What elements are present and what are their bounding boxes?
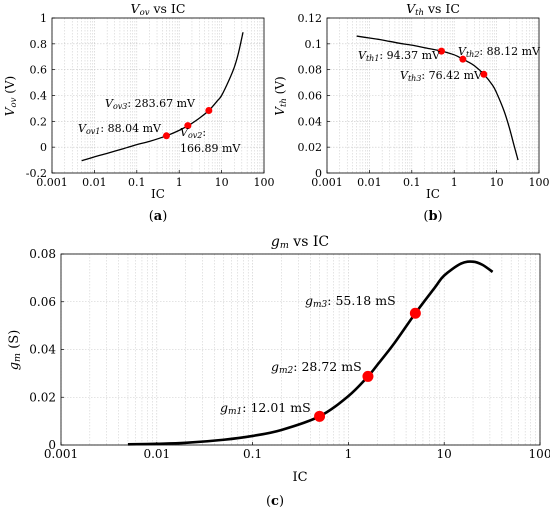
- ticks-b: 0.001 0.01 0.1 1 10 100 0 0.02 0.04 0.06 0.08 0.1 0.…: [298, 12, 550, 189]
- y-tick-label-c: 0.02: [29, 390, 56, 404]
- curve-c: [127, 260, 494, 446]
- subcaption-b: (b): [423, 209, 442, 224]
- x-tick-label-b: 100: [529, 176, 550, 189]
- y-tick-label-c: 0: [48, 438, 56, 452]
- panel-b: 0.001 0.01 0.1 1 10 100 0 0.02 0.04 0.06 0.08 0.1 0.…: [273, 1, 550, 224]
- marker-label-a1: Vov1: 88.04 mV: [78, 122, 162, 136]
- data-point-c2: [362, 370, 374, 382]
- panel-a: 0.001 0.01 0.1 1 10 100 -0.2 0 0.2 0.4 0.6 0.8 1 Vov…: [3, 1, 275, 224]
- y-tick-label-a: 0.2: [30, 115, 48, 128]
- ticks-c: 0.001 0.01 0.1 1 10 100 0 0.02 0.04 0.06 0.08: [29, 247, 550, 461]
- x-tick-label-c: 100: [529, 447, 550, 461]
- subcaption-a: (a): [149, 209, 168, 224]
- marker-label-c2: gm2: 28.72 mS: [271, 359, 362, 376]
- data-point-c1: [314, 410, 326, 422]
- data-point-a2: [184, 122, 192, 130]
- x-tick-label-b: 10: [490, 176, 504, 189]
- x-tick-label-a: 1: [176, 176, 183, 189]
- ticks-a: 0.001 0.01 0.1 1 10 100 -0.2 0 0.2 0.4 0.6 0.8 1: [26, 12, 275, 189]
- x-tick-label-a: 0.1: [128, 176, 146, 189]
- marker-label-a3: Vov3: 283.67 mV: [105, 97, 196, 111]
- data-point-a1: [162, 132, 170, 140]
- data-point-b2: [459, 55, 467, 63]
- axes-frame-c: [60, 253, 541, 446]
- y-tick-label-b: 0.1: [305, 38, 323, 51]
- title-a: Vov vs IC: [131, 1, 186, 18]
- marker-label-a2-value: 166.89 mV: [180, 142, 241, 155]
- y-tick-label-a: -0.2: [26, 167, 47, 180]
- x-tick-label-c: 0.01: [143, 447, 170, 461]
- x-tick-label-a: 0.001: [36, 176, 68, 189]
- marker-label-b1: Vth1: 94.37 mV: [358, 49, 441, 63]
- data-point-b3: [480, 70, 488, 78]
- title-b: Vth vs IC: [406, 1, 460, 18]
- y-tick-label-a: 0.4: [30, 90, 48, 103]
- y-tick-label-a: 0.8: [30, 38, 48, 51]
- x-tick-label-c: 1: [345, 447, 353, 461]
- markers-b: [437, 47, 488, 78]
- ylabel-a: Vov (V): [3, 76, 19, 116]
- y-tick-label-b: 0.06: [298, 90, 323, 103]
- xlabel-b: IC: [426, 187, 440, 201]
- ylabel-b: Vth (V): [273, 76, 289, 115]
- y-tick-label-c: 0.04: [29, 343, 56, 357]
- ylabel-c: gm (S): [7, 330, 23, 371]
- panel-c: 0.001 0.01 0.1 1 10 100 0 0.02 0.04 0.06 0.08 gm v…: [7, 234, 550, 509]
- x-tick-label-c: 0.001: [44, 447, 78, 461]
- y-tick-label-b: 0.04: [298, 115, 323, 128]
- x-tick-label-b: 0.001: [311, 176, 343, 189]
- x-tick-label-a: 0.01: [82, 176, 107, 189]
- x-tick-label-b: 0.1: [403, 176, 421, 189]
- y-tick-label-a: 0.6: [30, 64, 48, 77]
- data-point-c3: [409, 307, 421, 319]
- x-tick-label-c: 0.1: [243, 447, 262, 461]
- subcaption-c: (c): [266, 494, 284, 509]
- marker-label-a2: Vov2:: [180, 126, 206, 140]
- y-tick-label-b: 0.08: [298, 64, 323, 77]
- marker-label-b2: Vth2: 88.12 mV: [458, 45, 541, 59]
- marker-label-c1: gm1: 12.01 mS: [220, 400, 311, 417]
- y-tick-label-b: 0.12: [298, 12, 323, 25]
- x-tick-label-a: 10: [215, 176, 229, 189]
- xlabel-c: IC: [292, 470, 307, 485]
- grid-c: [60, 253, 541, 446]
- y-tick-label-c: 0.06: [29, 295, 56, 309]
- title-c: gm vs IC: [271, 234, 329, 251]
- y-tick-label-a: 1: [40, 12, 47, 25]
- y-tick-label-a: 0: [40, 141, 47, 154]
- markers-a: [162, 107, 213, 140]
- data-point-a3: [205, 107, 213, 115]
- x-tick-label-a: 100: [254, 176, 275, 189]
- xlabel-a: IC: [151, 187, 165, 201]
- marker-label-c3: gm3: 55.18 mS: [305, 293, 396, 310]
- y-tick-label-b: 0: [315, 167, 322, 180]
- data-point-b1: [437, 47, 445, 55]
- y-tick-label-b: 0.02: [298, 141, 323, 154]
- x-tick-label-b: 0.01: [357, 176, 382, 189]
- grid-b: [326, 17, 540, 174]
- markers-c: [314, 307, 421, 422]
- marker-label-b3: Vth3: 76.42 mV: [400, 69, 483, 83]
- y-tick-label-c: 0.08: [29, 247, 56, 261]
- x-tick-label-b: 1: [451, 176, 458, 189]
- series-line-c: [127, 260, 494, 446]
- x-tick-label-c: 10: [437, 447, 452, 461]
